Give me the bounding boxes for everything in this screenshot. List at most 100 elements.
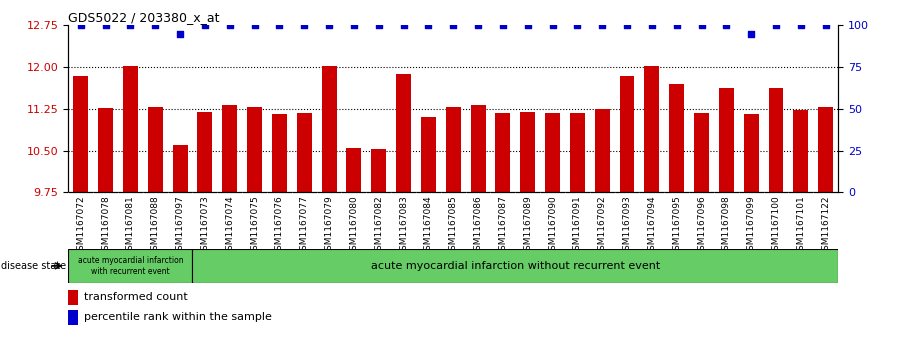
Point <box>744 31 759 37</box>
Bar <box>198 112 212 192</box>
Bar <box>346 148 362 192</box>
Point <box>619 23 634 28</box>
Bar <box>322 66 336 192</box>
Text: GSM1167122: GSM1167122 <box>821 195 830 256</box>
Text: GSM1167072: GSM1167072 <box>77 195 86 256</box>
Bar <box>545 113 560 192</box>
Text: transformed count: transformed count <box>84 292 188 302</box>
Text: GSM1167098: GSM1167098 <box>722 195 731 256</box>
Text: GSM1167085: GSM1167085 <box>449 195 457 256</box>
Text: GSM1167076: GSM1167076 <box>275 195 284 256</box>
Text: GSM1167089: GSM1167089 <box>523 195 532 256</box>
Text: GSM1167094: GSM1167094 <box>648 195 657 256</box>
Bar <box>743 114 759 192</box>
Text: GSM1167091: GSM1167091 <box>573 195 582 256</box>
Bar <box>619 76 634 192</box>
Text: GSM1167092: GSM1167092 <box>598 195 607 256</box>
Text: GSM1167095: GSM1167095 <box>672 195 681 256</box>
Text: GSM1167099: GSM1167099 <box>747 195 756 256</box>
Point <box>247 23 261 28</box>
Bar <box>272 114 287 192</box>
Text: GDS5022 / 203380_x_at: GDS5022 / 203380_x_at <box>68 11 220 24</box>
Text: percentile rank within the sample: percentile rank within the sample <box>84 312 271 322</box>
Bar <box>471 105 486 192</box>
Text: GSM1167090: GSM1167090 <box>548 195 557 256</box>
Point <box>694 23 709 28</box>
Point <box>546 23 560 28</box>
Text: GSM1167093: GSM1167093 <box>622 195 631 256</box>
Point <box>272 23 287 28</box>
Bar <box>172 145 188 192</box>
Point <box>570 23 585 28</box>
Point <box>520 23 535 28</box>
Point <box>123 23 138 28</box>
Text: GSM1167088: GSM1167088 <box>150 195 159 256</box>
Text: GSM1167100: GSM1167100 <box>772 195 781 256</box>
Bar <box>192 249 838 283</box>
Bar <box>520 112 535 192</box>
Text: GSM1167078: GSM1167078 <box>101 195 110 256</box>
Text: disease state: disease state <box>1 261 66 271</box>
Text: GSM1167073: GSM1167073 <box>200 195 210 256</box>
Bar <box>719 88 734 192</box>
Bar <box>793 110 808 192</box>
Point <box>372 23 386 28</box>
Bar <box>570 113 585 192</box>
Bar <box>769 88 783 192</box>
Text: GSM1167074: GSM1167074 <box>225 195 234 256</box>
Point <box>496 23 510 28</box>
Point <box>297 23 312 28</box>
Point <box>198 23 212 28</box>
Bar <box>396 74 411 192</box>
Point <box>471 23 486 28</box>
Point <box>396 23 411 28</box>
Text: GSM1167080: GSM1167080 <box>350 195 358 256</box>
Bar <box>222 105 237 192</box>
Point <box>322 23 336 28</box>
Bar <box>247 107 262 192</box>
Point <box>421 23 435 28</box>
Bar <box>694 113 709 192</box>
Point <box>769 23 783 28</box>
Bar <box>644 66 660 192</box>
Bar <box>372 149 386 192</box>
Bar <box>670 84 684 192</box>
Text: GSM1167097: GSM1167097 <box>176 195 185 256</box>
Text: GSM1167082: GSM1167082 <box>374 195 384 256</box>
Bar <box>98 108 113 192</box>
Bar <box>496 113 510 192</box>
Text: GSM1167087: GSM1167087 <box>498 195 507 256</box>
Point <box>74 23 88 28</box>
Text: GSM1167075: GSM1167075 <box>250 195 259 256</box>
Bar <box>445 107 461 192</box>
Point <box>148 23 162 28</box>
Point <box>670 23 684 28</box>
Bar <box>297 113 312 192</box>
Point <box>595 23 609 28</box>
Point <box>818 23 833 28</box>
Text: GSM1167079: GSM1167079 <box>324 195 333 256</box>
Text: GSM1167096: GSM1167096 <box>697 195 706 256</box>
Bar <box>148 107 163 192</box>
Point <box>173 31 188 37</box>
Text: GSM1167077: GSM1167077 <box>300 195 309 256</box>
Point <box>645 23 660 28</box>
Bar <box>818 107 834 192</box>
Bar <box>421 117 435 192</box>
Bar <box>68 290 77 305</box>
Point <box>98 23 113 28</box>
Text: acute myocardial infarction
with recurrent event: acute myocardial infarction with recurre… <box>77 256 183 276</box>
Point <box>719 23 733 28</box>
Bar <box>123 66 138 192</box>
Point <box>222 23 237 28</box>
Point <box>346 23 361 28</box>
Text: acute myocardial infarction without recurrent event: acute myocardial infarction without recu… <box>371 261 660 271</box>
Bar <box>68 249 192 283</box>
Bar <box>595 110 609 192</box>
Point <box>793 23 808 28</box>
Bar <box>68 310 77 325</box>
Point <box>445 23 460 28</box>
Text: GSM1167083: GSM1167083 <box>399 195 408 256</box>
Bar <box>73 76 88 192</box>
Text: GSM1167081: GSM1167081 <box>126 195 135 256</box>
